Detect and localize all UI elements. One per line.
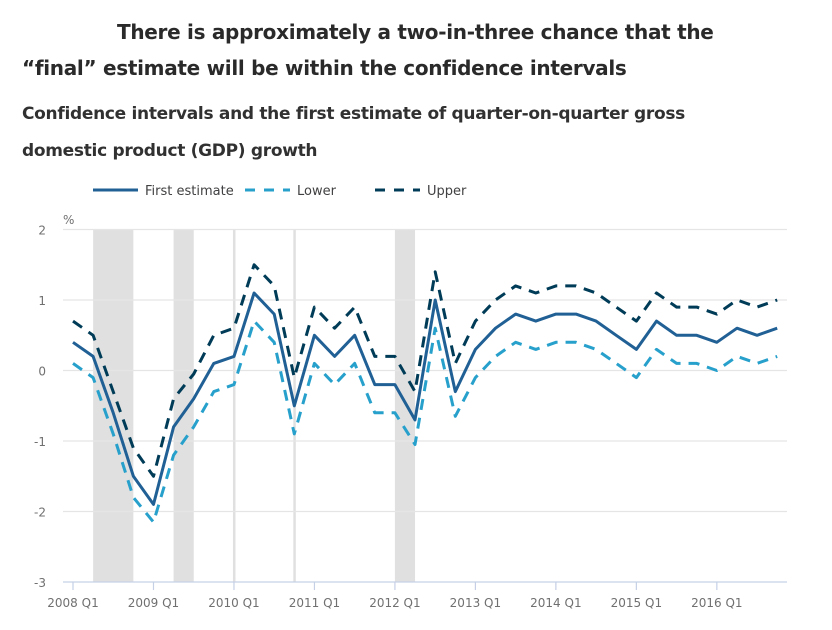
x-tick-label: 2010 Q1 xyxy=(208,596,259,610)
chart-title-line-1: Confidence intervals and the first estim… xyxy=(22,104,685,124)
x-tick-label: 2012 Q1 xyxy=(369,596,420,610)
gridlines xyxy=(63,228,787,513)
shaded-period xyxy=(173,229,194,582)
headline-line-1: There is approximately a two-in-three ch… xyxy=(117,20,714,44)
series-upper-line xyxy=(72,263,778,478)
y-tick-label: -1 xyxy=(34,435,46,449)
headline: There is approximately a two-in-three ch… xyxy=(22,14,722,86)
series-first-estimate-line xyxy=(72,291,778,506)
x-tick-label: 2011 Q1 xyxy=(289,596,340,610)
y-tick-label: 2 xyxy=(38,224,46,238)
y-tick-label: 1 xyxy=(38,294,46,308)
shaded-periods xyxy=(93,229,416,582)
legend: First estimate Lower Upper xyxy=(93,184,467,199)
x-tick-label: 2015 Q1 xyxy=(611,596,662,610)
marker-line xyxy=(232,229,236,582)
y-tick-label: 0 xyxy=(38,365,46,379)
series-lower-line xyxy=(72,319,778,524)
series-lines xyxy=(72,263,778,524)
y-axis-unit-label: % xyxy=(63,213,74,227)
shaded-period xyxy=(394,229,416,582)
legend-label: Lower xyxy=(297,184,337,199)
y-axis: 2 1 0 -1 -2 -3 xyxy=(34,224,46,591)
headline-line-2: “final” estimate will be within the conf… xyxy=(22,56,627,80)
chart-title-line-2: domestic product (GDP) growth xyxy=(22,141,318,161)
x-tick-label: 2008 Q1 xyxy=(47,596,98,610)
legend-label: Upper xyxy=(427,184,467,199)
x-axis: 2008 Q1 2009 Q1 2010 Q1 2011 Q1 2012 Q1 2013 … xyxy=(47,581,787,610)
y-tick-label: -2 xyxy=(34,506,46,520)
x-tick-label: 2009 Q1 xyxy=(128,596,179,610)
y-tick-label: -3 xyxy=(34,576,46,590)
x-tick-label: 2013 Q1 xyxy=(450,596,501,610)
shaded-period xyxy=(93,229,134,582)
x-tick-label: 2016 Q1 xyxy=(691,596,742,610)
chart-title: Confidence intervals and the first estim… xyxy=(22,96,742,170)
legend-label: First estimate xyxy=(145,184,234,199)
x-tick-label: 2014 Q1 xyxy=(530,596,581,610)
